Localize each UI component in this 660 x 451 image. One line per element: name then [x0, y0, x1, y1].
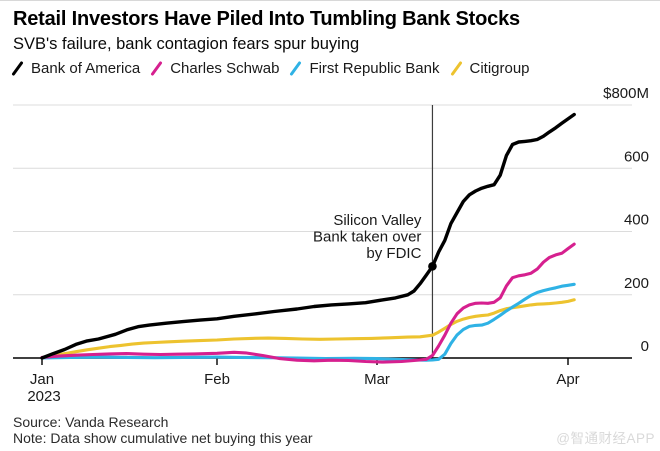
series-line-charles-schwab	[40, 242, 576, 364]
legend-label: Citigroup	[469, 60, 530, 77]
x-axis-label: Apr	[556, 371, 579, 388]
chart-legend: Bank of America Charles Schwab First Rep…	[11, 60, 530, 77]
svb-event-dot	[428, 261, 437, 271]
legend-label: Bank of America	[31, 60, 141, 77]
chart-title: Retail Investors Have Piled Into Tumblin…	[13, 8, 520, 30]
annotation-text: by FDIC	[366, 245, 421, 262]
line-marker-icon	[151, 61, 163, 76]
y-axis-label: $800M	[603, 85, 649, 102]
legend-item-first-republic-bank: First Republic Bank	[289, 60, 440, 77]
legend-label: Charles Schwab	[170, 60, 280, 77]
series-line-bank-of-america	[40, 112, 576, 360]
series-line-citigroup	[40, 298, 576, 360]
y-axis-label: 200	[624, 275, 649, 292]
y-axis-label: 400	[624, 212, 649, 229]
legend-item-citigroup: Citigroup	[450, 60, 530, 77]
note-line: Note: Data show cumulative net buying th…	[13, 430, 313, 446]
x-axis-year-label: 2023	[27, 388, 60, 405]
y-axis-label: 600	[624, 148, 649, 165]
chart-subtitle: SVB's failure, bank contagion fears spur…	[13, 35, 360, 53]
annotation-text: Bank taken over	[313, 229, 421, 246]
series-line-first-republic-bank	[40, 282, 576, 362]
watermark: @智通财经APP	[556, 431, 655, 446]
x-axis-label: Feb	[204, 371, 230, 388]
source-line: Source: Vanda Research	[13, 414, 169, 430]
line-marker-icon	[290, 61, 302, 76]
y-axis-label: 0	[641, 338, 649, 355]
legend-item-charles-schwab: Charles Schwab	[150, 60, 279, 77]
line-marker-icon	[12, 61, 23, 76]
legend-item-bank-of-america: Bank of America	[11, 60, 140, 77]
x-axis-label: Jan	[30, 371, 54, 388]
line-marker-icon	[450, 61, 462, 76]
legend-label: First Republic Bank	[309, 60, 440, 77]
x-axis-label: Mar	[364, 371, 390, 388]
annotation-text: Silicon Valley	[333, 212, 422, 229]
